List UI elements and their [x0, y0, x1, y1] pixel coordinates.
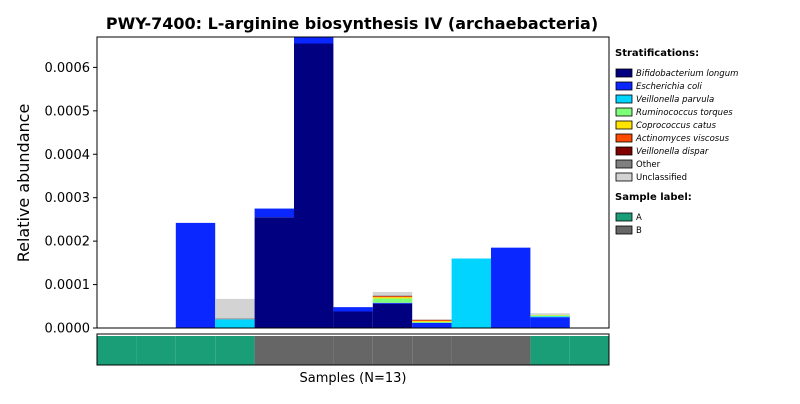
bar-segment	[412, 321, 451, 322]
bar-segment	[530, 315, 569, 316]
legend-label: Escherichia coli	[636, 82, 703, 92]
bar-segment	[255, 209, 294, 218]
plot-frame	[97, 37, 609, 328]
bar-segment	[452, 259, 491, 328]
legend-label: Other	[636, 160, 661, 170]
legend-swatch	[616, 121, 632, 129]
y-tick-label: 0.0002	[45, 235, 91, 250]
bar-segment	[412, 322, 451, 323]
bar-segment	[215, 319, 254, 328]
legend-label: Ruminococcus torques	[636, 108, 733, 118]
bar-segment	[373, 292, 412, 295]
legend-label: Actinomyces viscosus	[635, 134, 730, 144]
sample-legend-swatch	[616, 213, 632, 221]
chart-title: PWY-7400: L-arginine biosynthesis IV (ar…	[106, 14, 598, 33]
legend-swatch	[616, 147, 632, 155]
legend-label: Unclassified	[636, 173, 687, 183]
legend-label: Coprococcus catus	[636, 121, 717, 131]
sample-label-cell	[136, 336, 175, 365]
sample-label-cell	[570, 336, 609, 365]
legend-swatch	[616, 69, 632, 77]
bar-segment	[530, 316, 569, 317]
bar-segment	[373, 303, 412, 304]
bar-segment	[215, 318, 254, 319]
sample-label-cell	[452, 336, 491, 365]
bar-segment	[373, 298, 412, 302]
legend-swatch	[616, 82, 632, 90]
bar-segment	[255, 217, 294, 328]
legend-label: Veillonella dispar	[636, 147, 709, 157]
y-tick-label: 0.0001	[45, 278, 91, 293]
y-tick-label: 0.0004	[45, 148, 91, 163]
legend-swatch	[616, 160, 632, 168]
sample-label-strip	[97, 336, 609, 365]
bar-segment	[373, 296, 412, 297]
bar-segment	[294, 44, 333, 328]
bars-group	[176, 37, 570, 328]
sample-label-cell	[294, 336, 333, 365]
legend-title: Stratifications:	[615, 48, 699, 59]
sample-label-cell	[530, 336, 569, 365]
legend-swatch	[616, 173, 632, 181]
legend-swatch	[616, 134, 632, 142]
bar-segment	[333, 312, 372, 329]
sample-legend-label: A	[636, 213, 642, 223]
legend-label: Bifidobacterium longum	[636, 69, 738, 79]
y-tick-label: 0.0005	[45, 104, 91, 119]
legend-swatch	[616, 108, 632, 116]
bar-segment	[176, 223, 215, 328]
sample-label-cell	[373, 336, 412, 365]
sample-label-cell	[97, 336, 136, 365]
bar-segment	[215, 299, 254, 319]
y-tick-label: 0.0000	[45, 322, 91, 337]
y-tick-label: 0.0006	[45, 61, 91, 76]
legend-label: Veillonella parvula	[636, 95, 714, 105]
bar-segment	[530, 317, 569, 328]
bar-segment	[373, 297, 412, 298]
sample-label-legend: AB	[616, 213, 642, 236]
sample-label-legend-title: Sample label:	[615, 192, 692, 203]
sample-label-cell	[333, 336, 372, 365]
bar-segment	[412, 323, 451, 328]
sample-legend-swatch	[616, 226, 632, 234]
x-axis-label: Samples (N=13)	[300, 371, 407, 386]
sample-legend-label: B	[636, 226, 642, 236]
sample-label-cell	[255, 336, 294, 365]
y-tick-label: 0.0003	[45, 191, 91, 206]
sample-label-cell	[215, 336, 254, 365]
y-axis-ticks: 0.0000 0.0001 0.0002 0.0003 0.0004 0.0005 0.00…	[45, 61, 98, 337]
bar-segment	[491, 248, 530, 328]
bar-segment	[294, 37, 333, 44]
bar-segment	[530, 313, 569, 315]
sample-label-cell	[412, 336, 451, 365]
bar-segment	[412, 320, 451, 321]
sample-label-cell	[176, 336, 215, 365]
bar-segment	[373, 304, 412, 328]
bar-segment	[333, 307, 372, 311]
y-axis-label: Relative abundance	[14, 104, 33, 263]
legend: Bifidobacterium longum Escherichia coli Ve…	[616, 69, 738, 183]
legend-swatch	[616, 95, 632, 103]
sample-label-cell	[491, 336, 530, 365]
